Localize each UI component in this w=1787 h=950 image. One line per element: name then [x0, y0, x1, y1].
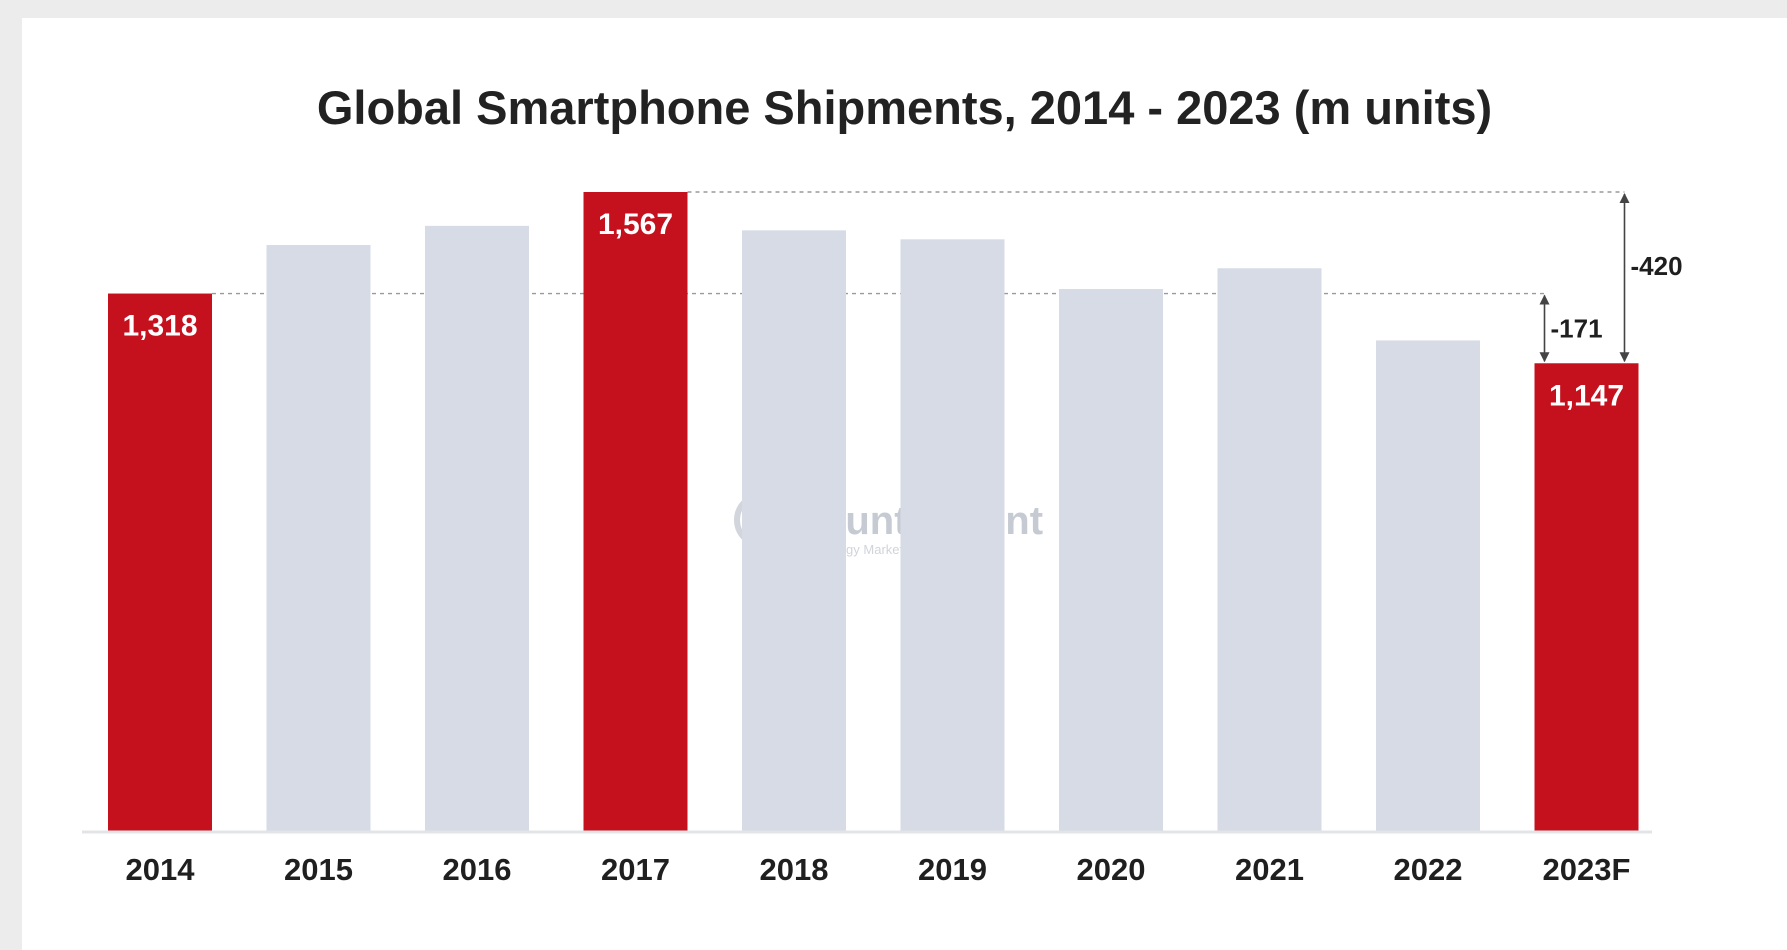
- x-tick-label: 2016: [443, 852, 512, 887]
- bar: [108, 293, 212, 832]
- x-tick-label: 2020: [1077, 852, 1146, 887]
- bar: [583, 192, 688, 831]
- x-tick-label: 2014: [126, 852, 196, 887]
- arrow-head-down: [1539, 352, 1550, 363]
- bar: [900, 239, 1005, 832]
- chart-card: Global Smartphone Shipments, 2014 - 2023…: [22, 18, 1787, 950]
- bar: [1534, 363, 1639, 831]
- x-tick-label: 2018: [760, 852, 829, 887]
- bar-value-label: 1,147: [1549, 379, 1624, 412]
- bar: [266, 245, 371, 831]
- x-tick-label: 2022: [1394, 852, 1463, 887]
- bar-value-label: 1,567: [598, 208, 673, 241]
- x-tick-label: 2017: [601, 852, 670, 887]
- arrow-head-down: [1619, 352, 1630, 363]
- bar-chart: Counterpoint Technology Market Research …: [82, 191, 1683, 887]
- bar-value-label: 1,318: [122, 310, 197, 343]
- arrow-head-up: [1539, 294, 1550, 305]
- x-tick-label: 2015: [284, 852, 353, 887]
- bar: [1059, 289, 1163, 831]
- chart-title: Global Smartphone Shipments, 2014 - 2023…: [316, 81, 1493, 134]
- difference-label: -171: [1551, 313, 1603, 343]
- x-tick-label: 2019: [918, 852, 987, 887]
- bar: [742, 230, 846, 831]
- bar: [425, 225, 529, 832]
- x-tick-labels: 2014 2015 2016 2017 2018 2019 2020 2021 2022 2023…: [126, 852, 1631, 887]
- arrow-head-up: [1619, 193, 1630, 203]
- x-tick-label: 2021: [1235, 852, 1304, 887]
- difference-label: -420: [1631, 251, 1683, 281]
- x-tick-label: 2023F: [1543, 852, 1631, 887]
- bars: [108, 192, 1639, 832]
- difference-annotations: -171 -420: [1539, 193, 1683, 363]
- reference-guides: [212, 191, 1625, 295]
- data-labels: 1,318 1,567 1,147: [122, 208, 1624, 412]
- bar: [1217, 268, 1322, 831]
- bar: [1376, 340, 1480, 831]
